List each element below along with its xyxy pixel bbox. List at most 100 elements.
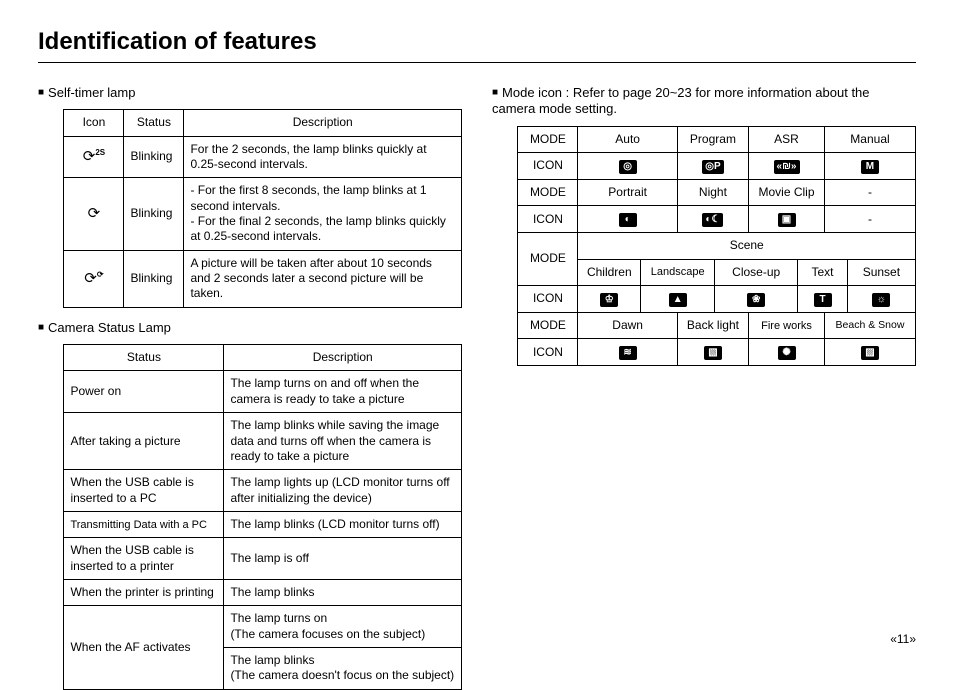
- mode-icon-text: T: [814, 293, 832, 307]
- desc-cell: The lamp blinks (LCD monitor turns off): [224, 511, 462, 537]
- table-row: ⟳⟳ Blinking A picture will be taken afte…: [64, 250, 462, 307]
- row-label: ICON: [518, 339, 578, 366]
- table-row: After taking a picture The lamp blinks w…: [64, 413, 462, 470]
- row-label: MODE: [518, 233, 578, 286]
- left-column: ■Self-timer lamp Icon Status Description…: [38, 81, 462, 690]
- table-row: ⟳ Blinking - For the first 8 seconds, th…: [64, 178, 462, 250]
- two-column-body: ■Self-timer lamp Icon Status Description…: [38, 81, 916, 690]
- table-row: When the AF activates The lamp turns on …: [64, 606, 462, 648]
- mode-cell: Dawn: [578, 312, 677, 338]
- mode-cell: ASR: [749, 126, 825, 152]
- table-row: ICON ≋ ▧ ✺ ▨: [518, 339, 916, 366]
- desc-cell: The lamp blinks: [224, 580, 462, 606]
- scene-header: Scene: [578, 233, 916, 259]
- table-row: Transmitting Data with a PC The lamp bli…: [64, 511, 462, 537]
- mode-icon-landscape: ▲: [669, 293, 687, 307]
- table-row: ⟳2S Blinking For the 2 seconds, the lamp…: [64, 136, 462, 178]
- status-cell: Blinking: [124, 250, 184, 307]
- mode-icon-backlight: ▧: [704, 346, 722, 360]
- mode-icon-manual: M: [861, 160, 879, 174]
- row-label: MODE: [518, 179, 578, 205]
- table-row: MODE Portrait Night Movie Clip -: [518, 179, 916, 205]
- mode-cell: Night: [677, 179, 748, 205]
- desc-cell: A picture will be taken after about 10 s…: [184, 250, 462, 307]
- icon-cell: T: [798, 285, 848, 312]
- col-header: Status: [124, 110, 184, 136]
- icon-cell: ◎: [578, 152, 677, 179]
- desc-cell: The lamp turns on and off when the camer…: [224, 371, 462, 413]
- table-row: Children Landscape Close-up Text Sunset: [518, 259, 916, 285]
- mode-icon-heading: ■Mode icon : Refer to page 20~23 for mor…: [492, 85, 916, 118]
- col-header: Description: [224, 345, 462, 371]
- table-row: MODE Scene: [518, 233, 916, 259]
- col-header: Icon: [64, 110, 124, 136]
- icon-cell: ❀: [715, 285, 798, 312]
- status-cell: When the USB cable is inserted to a PC: [64, 470, 224, 512]
- status-cell: When the printer is printing: [64, 580, 224, 606]
- status-cell: Blinking: [124, 136, 184, 178]
- mode-cell: Portrait: [578, 179, 677, 205]
- timer-icon: ⟳2S: [64, 136, 124, 178]
- table-row: When the USB cable is inserted to a prin…: [64, 538, 462, 580]
- icon-cell: ♔: [578, 285, 641, 312]
- row-label: MODE: [518, 126, 578, 152]
- mode-cell: Close-up: [715, 259, 798, 285]
- status-cell: When the AF activates: [64, 606, 224, 689]
- mode-cell: Children: [578, 259, 641, 285]
- mode-icon-program: ◎P: [702, 160, 723, 174]
- status-cell: Blinking: [124, 178, 184, 250]
- table-row: MODE Auto Program ASR Manual: [518, 126, 916, 152]
- status-cell: Transmitting Data with a PC: [64, 511, 224, 537]
- table-row: ICON ♔ ▲ ❀ T ☼: [518, 285, 916, 312]
- icon-cell: ☼: [847, 285, 915, 312]
- mode-icon-auto: ◎: [619, 160, 637, 174]
- table-row: MODE Dawn Back light Fire works Beach & …: [518, 312, 916, 338]
- timer-icon: ⟳⟳: [64, 250, 124, 307]
- status-cell: Power on: [64, 371, 224, 413]
- desc-cell: The lamp is off: [224, 538, 462, 580]
- mode-cell: Beach & Snow: [824, 312, 915, 338]
- desc-cell: The lamp blinks (The camera doesn't focu…: [224, 648, 462, 690]
- mode-cell: Landscape: [641, 259, 715, 285]
- table-row: Power on The lamp turns on and off when …: [64, 371, 462, 413]
- table-row: ICON ◎ ◎P «₪» M: [518, 152, 916, 179]
- mode-icon-heading-text: Mode icon : Refer to page 20~23 for more…: [492, 85, 870, 116]
- mode-icon-sunset: ☼: [872, 293, 890, 307]
- row-label: MODE: [518, 312, 578, 338]
- icon-cell: M: [824, 152, 915, 179]
- mode-icon-portrait: ◐: [619, 213, 637, 227]
- row-label: ICON: [518, 285, 578, 312]
- desc-cell: The lamp lights up (LCD monitor turns of…: [224, 470, 462, 512]
- timer-icon: ⟳: [64, 178, 124, 250]
- table-row: When the USB cable is inserted to a PC T…: [64, 470, 462, 512]
- page-title: Identification of features: [38, 28, 916, 63]
- mode-cell: Program: [677, 126, 748, 152]
- table-row: ICON ◐ ◐☾ ▣ -: [518, 206, 916, 233]
- row-label: ICON: [518, 206, 578, 233]
- col-header: Status: [64, 345, 224, 371]
- desc-cell: For the 2 seconds, the lamp blinks quick…: [184, 136, 462, 178]
- mode-icon-night: ◐☾: [702, 213, 723, 227]
- mode-cell: Text: [798, 259, 848, 285]
- desc-cell: - For the first 8 seconds, the lamp blin…: [184, 178, 462, 250]
- self-timer-heading-text: Self-timer lamp: [48, 85, 135, 100]
- mode-icon-asr: «₪»: [774, 160, 800, 174]
- status-cell: After taking a picture: [64, 413, 224, 470]
- mode-cell: Back light: [677, 312, 748, 338]
- mode-icon-beach-snow: ▨: [861, 346, 879, 360]
- icon-cell: ◐: [578, 206, 677, 233]
- mode-icon-fireworks: ✺: [778, 346, 796, 360]
- mode-cell: Manual: [824, 126, 915, 152]
- mode-icon-table: MODE Auto Program ASR Manual ICON ◎ ◎P «…: [517, 126, 916, 367]
- icon-cell: «₪»: [749, 152, 825, 179]
- table-header-row: Status Description: [64, 345, 462, 371]
- icon-cell: ▨: [824, 339, 915, 366]
- page-number: «11»: [890, 632, 916, 646]
- manual-page: Identification of features ■Self-timer l…: [0, 0, 954, 660]
- desc-cell: The lamp turns on (The camera focuses on…: [224, 606, 462, 648]
- self-timer-table: Icon Status Description ⟳2S Blinking For…: [63, 109, 462, 308]
- icon-cell: ✺: [749, 339, 825, 366]
- mode-icon-dawn: ≋: [619, 346, 637, 360]
- icon-cell: ▧: [677, 339, 748, 366]
- mode-icon-children: ♔: [600, 293, 618, 307]
